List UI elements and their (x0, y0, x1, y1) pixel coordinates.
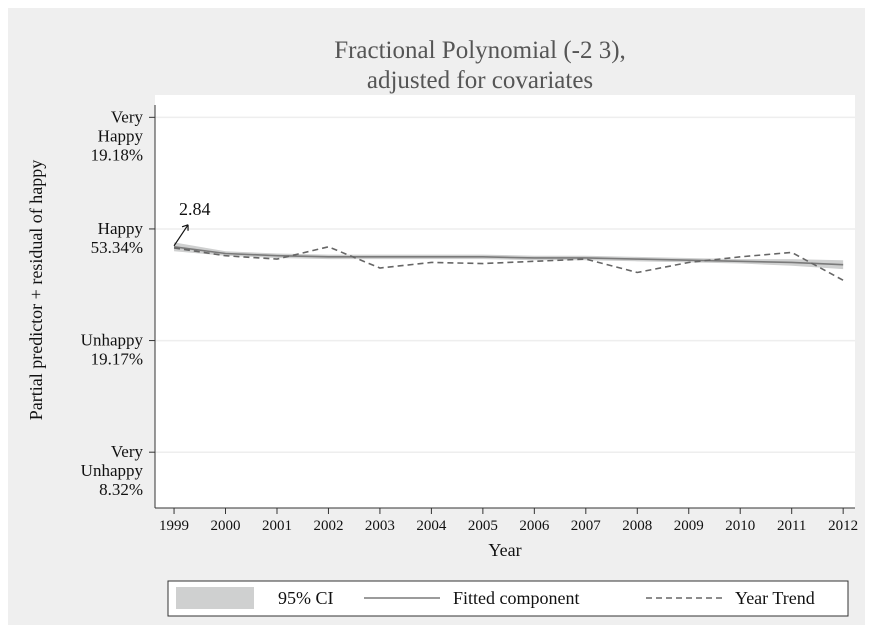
annotation: 2.84 (179, 199, 211, 219)
y-tick-label-line: Very (111, 107, 144, 126)
x-tick-label: 2007 (571, 518, 602, 534)
y-tick-label-line: 19.18% (91, 145, 143, 164)
fitted-line (173, 246, 844, 266)
y-tick-label-line: Very (111, 442, 144, 461)
x-tick-label: 2002 (313, 518, 343, 534)
y-tick-label: Unhappy 19.17% (81, 331, 144, 369)
x-tick-label: 2006 (519, 518, 550, 534)
y-tick-label: Very Happy 19.18% (91, 107, 144, 164)
legend-label: 95% CI (278, 588, 334, 608)
x-axis-title: Year (488, 540, 521, 560)
ci-band (174, 242, 844, 270)
x-tick-label: 2001 (262, 518, 292, 534)
annotation-arrowhead (181, 224, 189, 231)
x-tick-label: 2005 (468, 518, 498, 534)
x-tick-label: 2003 (365, 518, 395, 534)
x-tick-label: 2004 (416, 518, 447, 534)
y-axis-title: Partial predictor + residual of happy (26, 160, 46, 421)
chart-title: Fractional Polynomial (-2 3), (334, 37, 626, 64)
x-tick-label: 2000 (211, 518, 241, 534)
x-tick-label: 2012 (828, 518, 858, 534)
chart-title: adjusted for covariates (367, 67, 593, 94)
legend-label: Fitted component (453, 588, 579, 608)
plot-background (155, 95, 855, 508)
legend (167, 580, 849, 617)
x-tick-label: 2009 (674, 518, 704, 534)
y-tick-label-line: 8.32% (99, 480, 143, 499)
trend-line (173, 245, 844, 281)
x-tick-label: 2008 (622, 518, 652, 534)
y-tick-label: Happy 53.34% (91, 219, 144, 257)
y-tick-label-line: Unhappy (81, 461, 144, 480)
legend-label: Year Trend (735, 588, 815, 608)
x-tick-label: 1999 (159, 518, 189, 534)
annotation-arrow (173, 224, 189, 247)
x-tick-label: 2011 (777, 518, 806, 534)
y-tick-label-line: Happy (98, 126, 144, 145)
y-tick-label-line: 19.17% (91, 350, 143, 369)
y-tick-label-line: 53.34% (91, 238, 143, 257)
y-tick-label: Very Unhappy 8.32% (81, 442, 144, 499)
y-tick-label-line: Unhappy (81, 331, 144, 350)
y-tick-label-line: Happy (98, 219, 144, 238)
x-tick-label: 2010 (725, 518, 755, 534)
legend-swatch (176, 587, 254, 609)
